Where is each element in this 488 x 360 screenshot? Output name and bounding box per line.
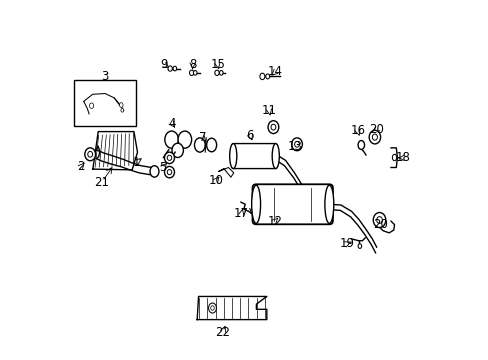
Text: 10: 10 bbox=[208, 174, 223, 187]
Ellipse shape bbox=[265, 74, 269, 79]
Ellipse shape bbox=[168, 66, 172, 71]
Text: 1: 1 bbox=[132, 156, 140, 168]
Ellipse shape bbox=[164, 152, 174, 163]
Text: 3: 3 bbox=[101, 70, 108, 83]
Text: 13: 13 bbox=[287, 140, 302, 153]
Ellipse shape bbox=[294, 141, 299, 147]
Ellipse shape bbox=[189, 70, 193, 76]
Ellipse shape bbox=[210, 306, 214, 310]
Text: 22: 22 bbox=[214, 327, 229, 339]
Ellipse shape bbox=[372, 212, 385, 228]
Ellipse shape bbox=[164, 131, 178, 148]
Ellipse shape bbox=[391, 154, 396, 161]
Text: 12: 12 bbox=[267, 215, 282, 228]
Text: 20: 20 bbox=[368, 123, 384, 136]
Ellipse shape bbox=[368, 130, 380, 144]
Ellipse shape bbox=[164, 166, 174, 178]
Ellipse shape bbox=[272, 144, 279, 168]
Text: 16: 16 bbox=[349, 124, 365, 137]
Ellipse shape bbox=[173, 66, 176, 71]
Ellipse shape bbox=[178, 131, 191, 148]
Ellipse shape bbox=[206, 138, 216, 152]
Ellipse shape bbox=[193, 71, 197, 75]
Bar bbox=[74, 80, 136, 126]
Text: 20: 20 bbox=[372, 218, 387, 231]
Ellipse shape bbox=[259, 73, 264, 80]
Ellipse shape bbox=[267, 121, 278, 134]
Text: 19: 19 bbox=[339, 237, 354, 250]
Ellipse shape bbox=[371, 134, 377, 140]
Ellipse shape bbox=[89, 103, 94, 108]
Ellipse shape bbox=[214, 70, 219, 76]
Ellipse shape bbox=[121, 109, 123, 112]
FancyBboxPatch shape bbox=[252, 184, 332, 224]
Ellipse shape bbox=[270, 124, 275, 130]
Text: 17: 17 bbox=[234, 207, 248, 220]
Polygon shape bbox=[93, 132, 137, 170]
Text: 18: 18 bbox=[394, 151, 409, 165]
Text: 21: 21 bbox=[94, 176, 109, 189]
Text: 5: 5 bbox=[159, 161, 166, 174]
Text: 2: 2 bbox=[77, 160, 85, 173]
Text: 7: 7 bbox=[198, 131, 205, 144]
Ellipse shape bbox=[150, 166, 159, 177]
Polygon shape bbox=[218, 167, 233, 177]
Ellipse shape bbox=[376, 217, 382, 224]
Text: 4: 4 bbox=[168, 117, 175, 130]
Ellipse shape bbox=[167, 170, 171, 175]
Polygon shape bbox=[197, 296, 266, 320]
Ellipse shape bbox=[291, 138, 302, 151]
Ellipse shape bbox=[208, 303, 216, 313]
Ellipse shape bbox=[229, 144, 236, 168]
Text: 14: 14 bbox=[267, 65, 283, 78]
Ellipse shape bbox=[357, 244, 361, 248]
Ellipse shape bbox=[194, 138, 205, 152]
Ellipse shape bbox=[172, 143, 183, 157]
Ellipse shape bbox=[357, 140, 364, 149]
Text: 11: 11 bbox=[261, 104, 276, 117]
Ellipse shape bbox=[219, 71, 223, 75]
Text: 8: 8 bbox=[189, 58, 196, 71]
Ellipse shape bbox=[119, 103, 123, 107]
FancyBboxPatch shape bbox=[231, 144, 277, 168]
Ellipse shape bbox=[87, 152, 92, 157]
Ellipse shape bbox=[84, 148, 95, 161]
Ellipse shape bbox=[324, 185, 333, 224]
Ellipse shape bbox=[251, 185, 260, 224]
Text: 6: 6 bbox=[246, 129, 253, 142]
Ellipse shape bbox=[167, 155, 171, 161]
Text: 15: 15 bbox=[210, 58, 224, 71]
Text: 9: 9 bbox=[160, 58, 167, 71]
